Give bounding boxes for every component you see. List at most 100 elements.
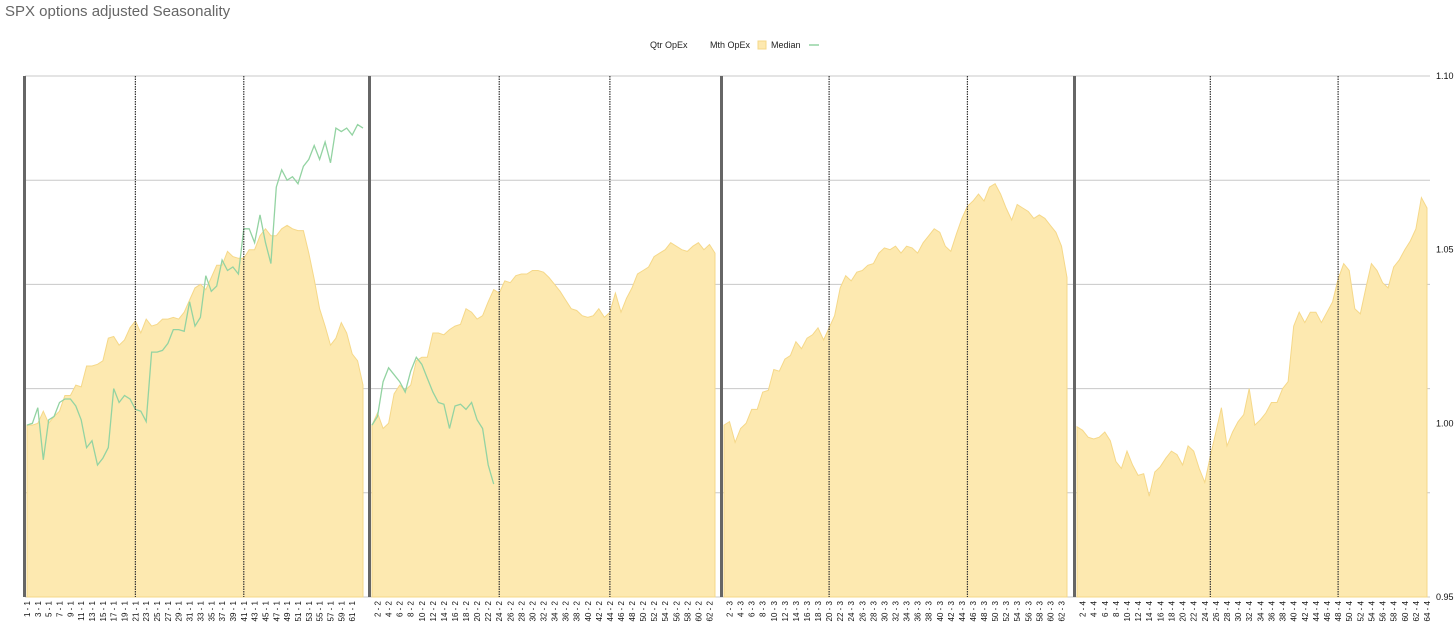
x-tick-label: 60 - 4: [1401, 600, 1410, 621]
x-tick-label: 50 - 3: [991, 600, 1000, 621]
x-tick-label: 22 - 3: [836, 600, 845, 621]
x-tick-label: 16 - 2: [451, 600, 460, 621]
median-area-q1: [26, 224, 364, 598]
x-tick-label: 2 - 2: [374, 600, 383, 617]
x-tick-label: 36 - 2: [562, 600, 571, 621]
x-tick-label: 59 - 1: [337, 600, 346, 621]
x-tick-label: 36 - 3: [914, 600, 923, 621]
x-tick-label: 40 - 4: [1290, 600, 1299, 621]
x-tick-label: 12 - 3: [781, 600, 790, 621]
x-tick-label: 48 - 3: [980, 600, 989, 621]
x-tick-label: 20 - 3: [825, 600, 834, 621]
x-tick-label: 7 - 1: [56, 600, 65, 617]
x-tick-label: 4 - 4: [1090, 600, 1099, 617]
x-tick-label: 4 - 2: [385, 600, 394, 617]
x-tick-label: 40 - 2: [584, 600, 593, 621]
median-area-q3: [723, 182, 1068, 598]
x-tick-label: 46 - 2: [617, 600, 626, 621]
x-tick-label: 50 - 2: [639, 600, 648, 621]
x-tick-label: 36 - 4: [1267, 600, 1276, 621]
x-tick-label: 11 - 1: [77, 600, 86, 620]
x-tick-label: 24 - 4: [1201, 600, 1210, 621]
x-tick-label: 52 - 3: [1002, 600, 1011, 621]
x-tick-label: 42 - 2: [595, 600, 604, 621]
x-tick-label: 19 - 1: [121, 600, 130, 621]
x-tick-label: 62 - 3: [1058, 600, 1067, 621]
x-tick-label: 8 - 2: [407, 600, 416, 617]
x-tick-label: 52 - 2: [650, 600, 659, 621]
y-tick-label: 1.05: [1436, 245, 1454, 255]
x-tick-label: 48 - 2: [628, 600, 637, 621]
x-tick-label: 47 - 1: [272, 600, 281, 621]
x-tick-label: 58 - 4: [1390, 600, 1399, 621]
x-tick-label: 56 - 3: [1024, 600, 1033, 621]
x-tick-label: 17 - 1: [110, 600, 119, 621]
x-tick-label: 34 - 2: [551, 600, 560, 621]
x-tick-label: 62 - 2: [706, 600, 715, 621]
x-tick-label: 26 - 2: [506, 600, 515, 621]
x-tick-label: 42 - 4: [1301, 600, 1310, 621]
x-tick-label: 32 - 3: [892, 600, 901, 621]
x-tick-label: 6 - 2: [396, 600, 405, 617]
x-tick-label: 22 - 2: [484, 600, 493, 621]
x-tick-label: 31 - 1: [186, 600, 195, 621]
series-line-q1: [26, 123, 364, 467]
x-tick-label: 46 - 4: [1323, 600, 1332, 621]
x-tick-label: 53 - 1: [305, 600, 314, 621]
x-tick-label: 42 - 3: [947, 600, 956, 621]
x-tick-label: 24 - 3: [847, 600, 856, 621]
x-tick-label: 37 - 1: [218, 600, 227, 621]
x-tick-label: 6 - 4: [1101, 600, 1110, 617]
x-tick-label: 30 - 2: [528, 600, 537, 621]
x-tick-label: 32 - 4: [1245, 600, 1254, 621]
x-tick-label: 49 - 1: [283, 600, 292, 621]
x-tick-label: 52 - 4: [1356, 600, 1365, 621]
x-tick-label: 25 - 1: [153, 600, 162, 621]
legend: Qtr OpEx Mth OpEx Median: [650, 40, 819, 50]
x-tick-label: 35 - 1: [207, 600, 216, 621]
x-tick-label: 14 - 2: [440, 600, 449, 621]
x-tick-label: 51 - 1: [294, 600, 303, 621]
series-line-q2: [371, 356, 495, 485]
quarter-separator: [368, 76, 371, 597]
x-tick-label: 26 - 4: [1212, 600, 1221, 621]
x-tick-label: 30 - 3: [880, 600, 889, 621]
x-tick-label: 61 - 1: [348, 600, 357, 621]
x-tick-label: 16 - 3: [803, 600, 812, 621]
x-tick-label: 44 - 4: [1312, 600, 1321, 621]
x-tick-label: 4 - 3: [737, 600, 746, 617]
x-tick-label: 18 - 2: [462, 600, 471, 621]
x-tick-label: 28 - 4: [1223, 600, 1232, 621]
x-tick-label: 20 - 4: [1179, 600, 1188, 621]
x-tick-label: 9 - 1: [66, 600, 75, 617]
x-tick-label: 43 - 1: [251, 600, 260, 621]
x-tick-label: 10 - 4: [1123, 600, 1132, 621]
x-tick-label: 10 - 3: [770, 600, 779, 621]
x-tick-label: 2 - 4: [1079, 600, 1088, 617]
x-tick-label: 57 - 1: [327, 600, 336, 621]
legend-label-qtr-opex: Qtr OpEx: [650, 40, 688, 50]
x-tick-label: 16 - 4: [1156, 600, 1165, 621]
x-tick-label: 32 - 2: [540, 600, 549, 621]
legend-swatch-area: [757, 40, 767, 50]
y-axis-ticks: 0.95 1.00 1.05 1.10: [1436, 71, 1454, 602]
x-tick-label: 22 - 4: [1190, 600, 1199, 621]
x-tick-label: 5 - 1: [45, 600, 54, 617]
quarter-separator: [1073, 76, 1076, 597]
x-tick-label: 40 - 3: [936, 600, 945, 621]
median-area-q4: [1076, 196, 1428, 598]
x-tick-label: 34 - 4: [1256, 600, 1265, 621]
x-tick-label: 29 - 1: [175, 600, 184, 621]
x-tick-label: 21 - 1: [131, 600, 140, 621]
y-tick-label: 1.10: [1436, 71, 1454, 81]
x-tick-label: 6 - 3: [748, 600, 757, 617]
x-tick-label: 18 - 3: [814, 600, 823, 621]
chart-title: SPX options adjusted Seasonality: [5, 3, 231, 20]
x-tick-label: 3 - 1: [34, 600, 43, 617]
x-tick-label: 12 - 4: [1134, 600, 1143, 621]
x-tick-label: 30 - 4: [1234, 600, 1243, 621]
x-tick-label: 34 - 3: [903, 600, 912, 621]
x-tick-label: 55 - 1: [316, 600, 325, 621]
